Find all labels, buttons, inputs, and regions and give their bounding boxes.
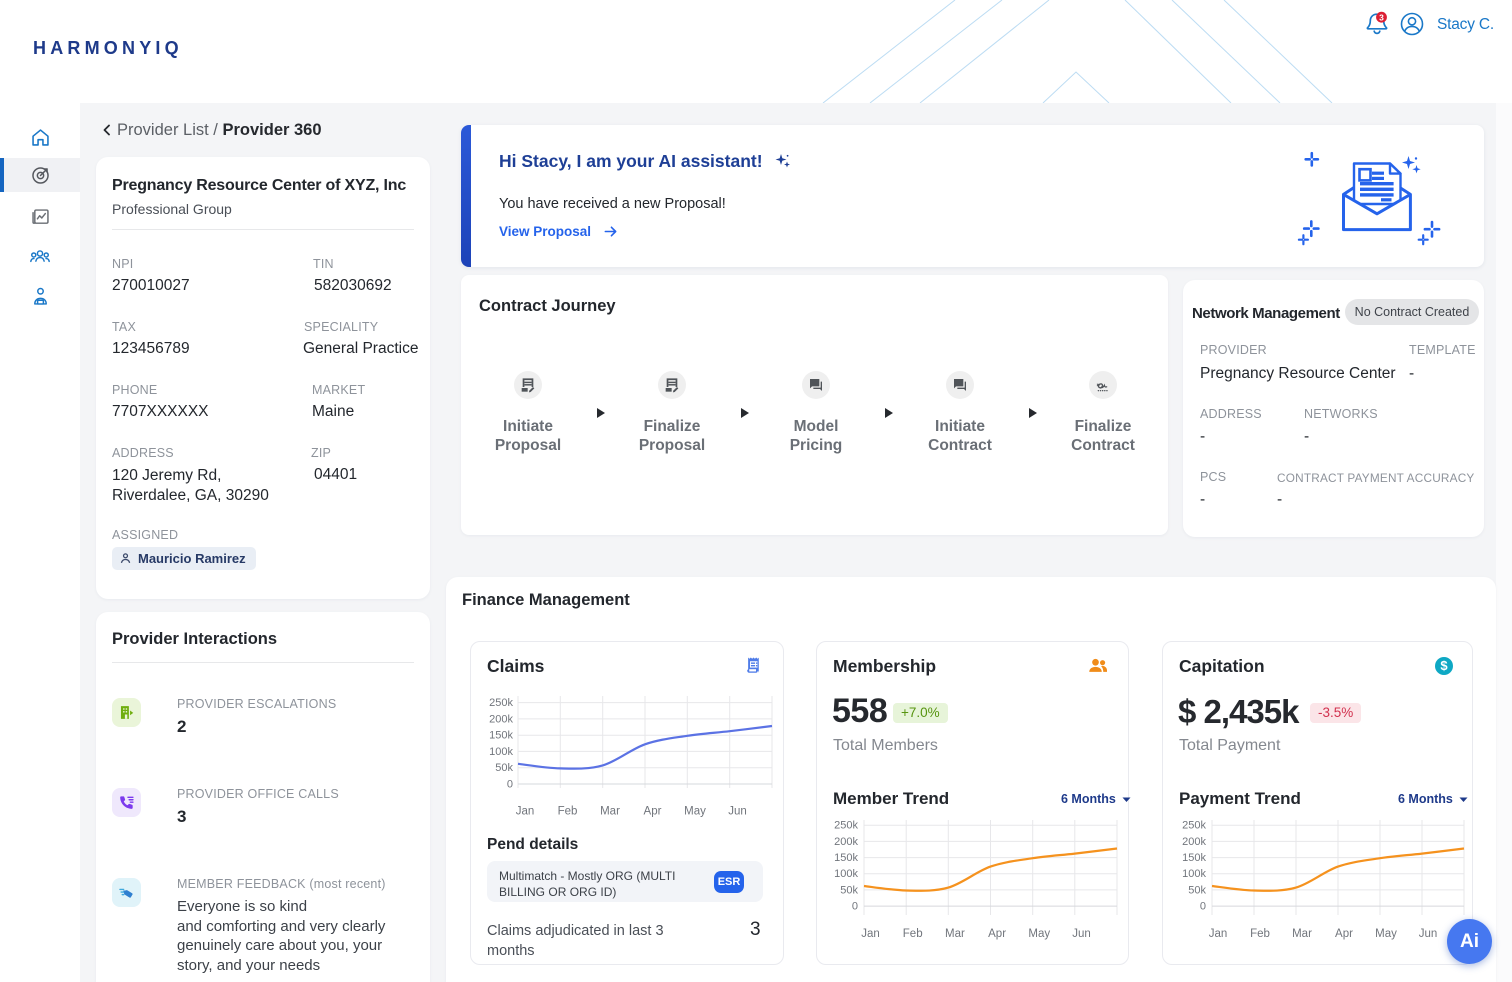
svg-text:50k: 50k (495, 762, 513, 774)
svg-text:100k: 100k (489, 746, 513, 758)
svg-text:Jan: Jan (861, 928, 880, 940)
svg-text:Jan: Jan (1209, 928, 1228, 940)
svg-text:0: 0 (507, 779, 513, 791)
svg-text:200k: 200k (834, 836, 858, 848)
svg-text:50k: 50k (840, 884, 858, 896)
svg-text:May: May (1375, 928, 1397, 940)
svg-text:Jan: Jan (516, 806, 535, 818)
svg-text:Mar: Mar (945, 928, 965, 940)
svg-text:May: May (1028, 928, 1050, 940)
svg-text:250k: 250k (834, 820, 858, 832)
svg-text:May: May (684, 806, 706, 818)
svg-text:3: 3 (1379, 12, 1384, 22)
svg-text:Apr: Apr (1335, 928, 1353, 940)
svg-text:Mar: Mar (1292, 928, 1312, 940)
svg-text:Apr: Apr (644, 806, 662, 818)
svg-text:250k: 250k (489, 697, 513, 709)
svg-text:50k: 50k (1188, 884, 1206, 896)
svg-text:Jun: Jun (1072, 928, 1091, 940)
svg-text:0: 0 (852, 901, 858, 913)
svg-text:Apr: Apr (988, 928, 1006, 940)
svg-text:150k: 150k (489, 730, 513, 742)
svg-text:250k: 250k (1182, 820, 1206, 832)
svg-text:150k: 150k (1182, 852, 1206, 864)
svg-text:200k: 200k (489, 713, 513, 725)
svg-text:100k: 100k (834, 868, 858, 880)
svg-text:Jun: Jun (1419, 928, 1438, 940)
svg-text:Jun: Jun (728, 806, 747, 818)
svg-text:Feb: Feb (1250, 928, 1270, 940)
svg-text:Feb: Feb (558, 806, 578, 818)
svg-text:100k: 100k (1182, 868, 1206, 880)
svg-text:0: 0 (1200, 901, 1206, 913)
svg-text:Feb: Feb (903, 928, 923, 940)
svg-text:200k: 200k (1182, 836, 1206, 848)
svg-text:150k: 150k (834, 852, 858, 864)
svg-text:Mar: Mar (600, 806, 620, 818)
